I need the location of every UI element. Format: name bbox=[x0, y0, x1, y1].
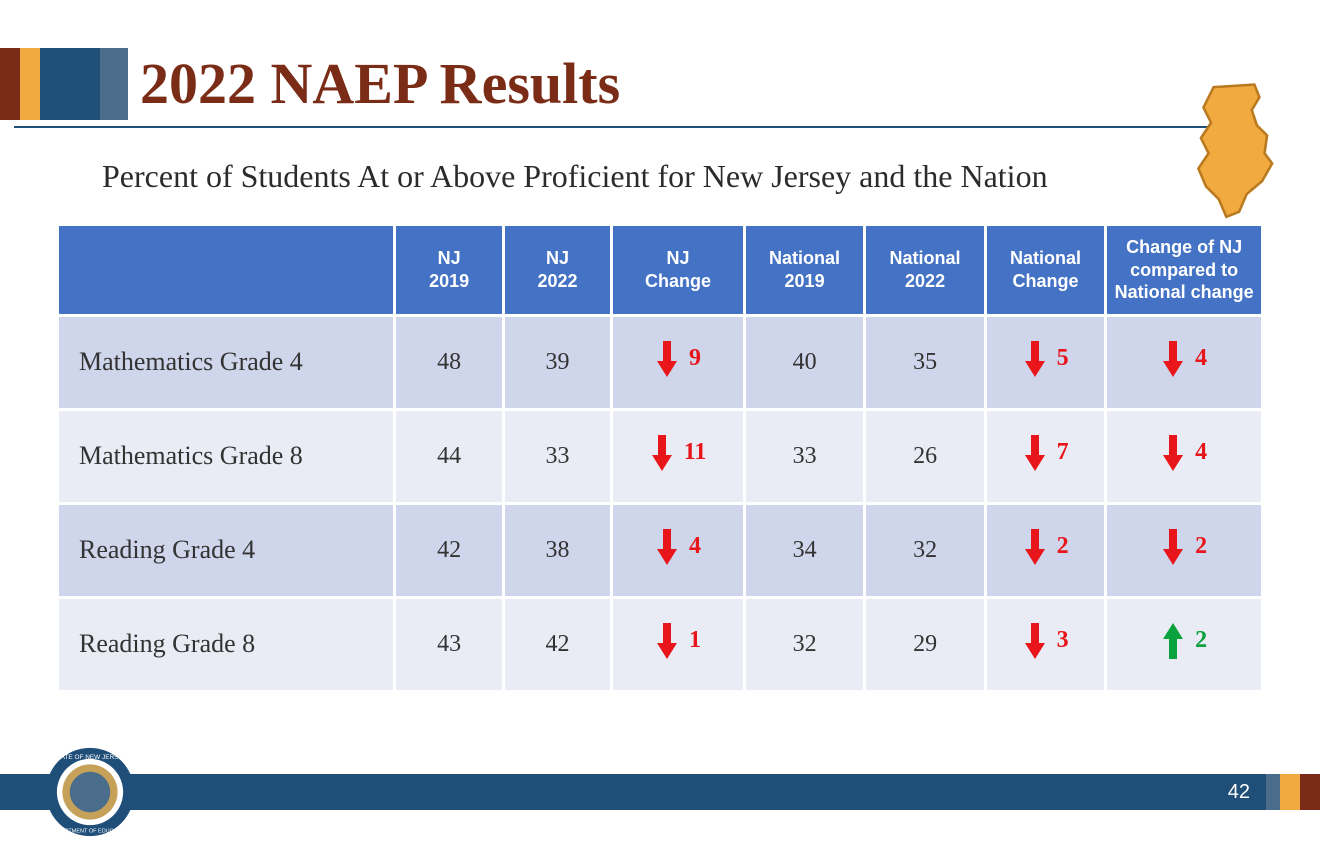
header-accent-bars bbox=[0, 48, 128, 120]
table-cell: 38 bbox=[503, 503, 611, 597]
change-cell: 2 bbox=[985, 503, 1106, 597]
footer-bar-segment bbox=[1300, 774, 1320, 810]
table-cell: 33 bbox=[744, 409, 865, 503]
page-number: 42 bbox=[1228, 781, 1250, 804]
slide-footer: 42 bbox=[0, 774, 1320, 810]
svg-text:STATE OF NEW JERSEY: STATE OF NEW JERSEY bbox=[53, 754, 128, 761]
table-cell: 42 bbox=[395, 503, 503, 597]
table-cell: 42 bbox=[503, 597, 611, 691]
footer-bar-segment bbox=[1266, 774, 1280, 810]
table-column-header: National2019 bbox=[744, 225, 865, 316]
change-cell: 9 bbox=[612, 315, 745, 409]
arrow-down-icon bbox=[650, 433, 674, 473]
arrow-down-icon bbox=[655, 621, 679, 661]
row-label: Reading Grade 8 bbox=[58, 597, 395, 691]
table-cell: 44 bbox=[395, 409, 503, 503]
arrow-down-icon bbox=[1023, 527, 1047, 567]
header-bar-segment bbox=[40, 48, 100, 120]
table-column-header: Change of NJ compared to National change bbox=[1106, 225, 1263, 316]
table-row: Mathematics Grade 44839 9 4035 5 4 bbox=[58, 315, 1263, 409]
table-head: NJ2019NJ2022NJChangeNational2019National… bbox=[58, 225, 1263, 316]
title-underline bbox=[14, 126, 1235, 128]
arrow-down-icon bbox=[655, 527, 679, 567]
change-cell: 4 bbox=[612, 503, 745, 597]
arrow-down-icon bbox=[1023, 339, 1047, 379]
change-cell: 4 bbox=[1106, 315, 1263, 409]
table-row: Reading Grade 843421322932 bbox=[58, 597, 1263, 691]
footer-bar: 42 bbox=[0, 774, 1266, 810]
change-value: 9 bbox=[689, 345, 701, 372]
header-bar-segment bbox=[20, 48, 40, 120]
change-cell: 2 bbox=[1106, 597, 1263, 691]
table-cell: 33 bbox=[503, 409, 611, 503]
arrow-down-icon bbox=[1161, 527, 1185, 567]
table-column-header: NJ2019 bbox=[395, 225, 503, 316]
change-value: 4 bbox=[689, 533, 701, 560]
arrow-down-icon bbox=[1023, 621, 1047, 661]
table-cell: 32 bbox=[744, 597, 865, 691]
change-value: 1 bbox=[689, 627, 701, 654]
table-cell: 26 bbox=[865, 409, 986, 503]
slide-header: 2022 NAEP Results bbox=[0, 48, 1320, 120]
footer-accent-bars bbox=[1266, 774, 1320, 810]
table-column-header: National2022 bbox=[865, 225, 986, 316]
change-value: 11 bbox=[684, 439, 707, 466]
table-column-header: NJ2022 bbox=[503, 225, 611, 316]
results-table-wrapper: NJ2019NJ2022NJChangeNational2019National… bbox=[56, 223, 1264, 693]
change-cell: 2 bbox=[1106, 503, 1263, 597]
row-label: Mathematics Grade 8 bbox=[58, 409, 395, 503]
change-value: 7 bbox=[1057, 439, 1069, 466]
table-column-header: NationalChange bbox=[985, 225, 1106, 316]
arrow-down-icon bbox=[655, 339, 679, 379]
arrow-down-icon bbox=[1161, 433, 1185, 473]
nj-state-icon bbox=[1180, 82, 1288, 222]
page-subtitle: Percent of Students At or Above Proficie… bbox=[102, 158, 1320, 195]
table-cell: 32 bbox=[865, 503, 986, 597]
change-value: 5 bbox=[1057, 345, 1069, 372]
table-row: Reading Grade 44238 4 3432 2 2 bbox=[58, 503, 1263, 597]
page-title: 2022 NAEP Results bbox=[128, 55, 620, 113]
table-row: Mathematics Grade 8443311332674 bbox=[58, 409, 1263, 503]
change-cell: 11 bbox=[612, 409, 745, 503]
change-cell: 5 bbox=[985, 315, 1106, 409]
footer-bar-segment bbox=[1280, 774, 1300, 810]
table-column-header: NJChange bbox=[612, 225, 745, 316]
change-value: 4 bbox=[1195, 345, 1207, 372]
header-bar-segment bbox=[100, 48, 128, 120]
header-bar-segment bbox=[0, 48, 20, 120]
table-cell: 34 bbox=[744, 503, 865, 597]
row-label: Reading Grade 4 bbox=[58, 503, 395, 597]
change-value: 2 bbox=[1057, 533, 1069, 560]
table-cell: 29 bbox=[865, 597, 986, 691]
table-body: Mathematics Grade 448399403554Mathematic… bbox=[58, 315, 1263, 691]
change-cell: 1 bbox=[612, 597, 745, 691]
change-value: 3 bbox=[1057, 627, 1069, 654]
change-value: 2 bbox=[1195, 627, 1207, 654]
table-header-row: NJ2019NJ2022NJChangeNational2019National… bbox=[58, 225, 1263, 316]
change-cell: 3 bbox=[985, 597, 1106, 691]
table-cell: 35 bbox=[865, 315, 986, 409]
arrow-up-icon bbox=[1161, 621, 1185, 661]
change-value: 2 bbox=[1195, 533, 1207, 560]
arrow-down-icon bbox=[1023, 433, 1047, 473]
table-cell: 43 bbox=[395, 597, 503, 691]
table-column-header bbox=[58, 225, 395, 316]
row-label: Mathematics Grade 4 bbox=[58, 315, 395, 409]
change-cell: 7 bbox=[985, 409, 1106, 503]
change-value: 4 bbox=[1195, 439, 1207, 466]
table-cell: 48 bbox=[395, 315, 503, 409]
change-cell: 4 bbox=[1106, 409, 1263, 503]
nj-doe-seal-icon: STATE OF NEW JERSEY DEPARTMENT OF EDUCAT… bbox=[44, 746, 136, 838]
results-table: NJ2019NJ2022NJChangeNational2019National… bbox=[56, 223, 1264, 693]
table-cell: 40 bbox=[744, 315, 865, 409]
arrow-down-icon bbox=[1161, 339, 1185, 379]
svg-text:DEPARTMENT OF EDUCATION: DEPARTMENT OF EDUCATION bbox=[50, 828, 130, 834]
table-cell: 39 bbox=[503, 315, 611, 409]
